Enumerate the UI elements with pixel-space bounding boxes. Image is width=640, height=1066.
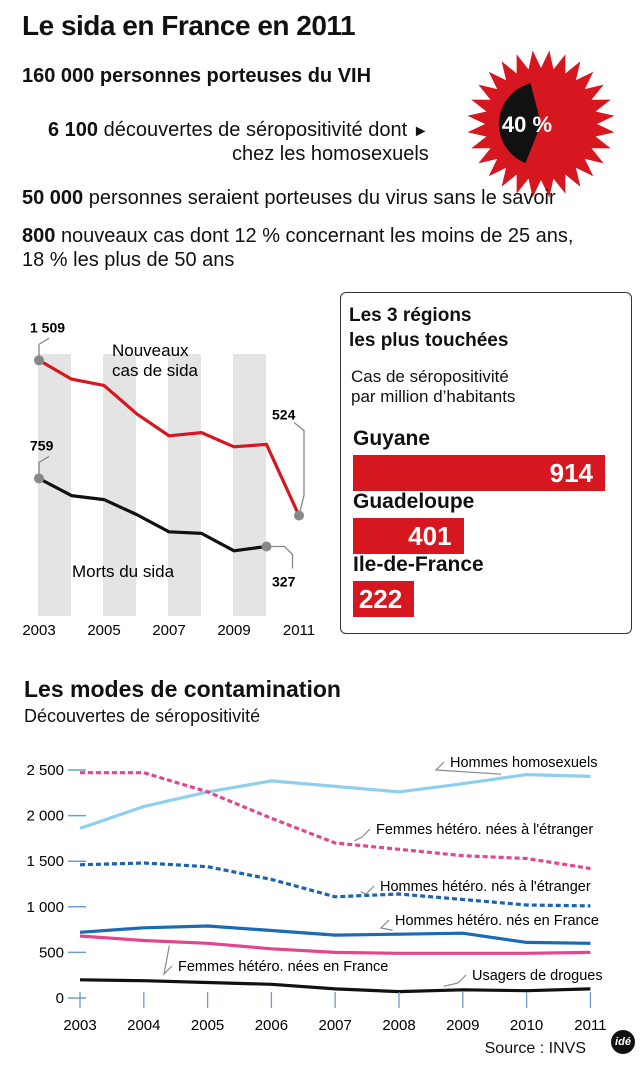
y-tick-label: 1 500 (26, 853, 64, 870)
label-callout (360, 885, 375, 895)
series-label: Hommes homosexuels (450, 755, 597, 771)
page-title: Le sida en France en 2011 (22, 10, 356, 41)
stat-porteuses-number: 160 000 (22, 65, 95, 87)
x-tick-label: 2005 (87, 622, 120, 639)
regions-subtitle-line1: Cas de séropositivité (351, 367, 509, 386)
regions-title-line2: les plus touchées (349, 330, 509, 351)
percent-badge-label: 40 % (502, 112, 552, 137)
callout-line (38, 455, 50, 479)
series-label: Femmes hétéro. nées en France (178, 959, 388, 975)
label-callout (434, 761, 502, 775)
series-line (79, 934, 591, 955)
regions-title-line1: Les 3 régions (349, 305, 472, 326)
modes-y-axis: 0 500 1 000 1 500 2 000 2 500 (26, 762, 86, 1007)
series-label: Usagers de drogues (472, 968, 603, 984)
y-tick-label: 0 (56, 990, 64, 1007)
stat-nouveaux-cas-number: 800 (22, 225, 56, 247)
stat-sans-le-savoir: 50 000 personnes seraient porteuses du v… (22, 186, 556, 210)
stat-porteuses-text: personnes porteuses du VIH (99, 65, 372, 87)
stat-decouvertes-text: découvertes de séropositivité dont (103, 119, 408, 141)
label-callout (354, 828, 371, 842)
series-start-label: 1 509 (30, 319, 65, 335)
series-label: Hommes hétéro. nés en France (395, 913, 599, 929)
series-name-line1: Nouveaux (112, 341, 189, 360)
percent-slice (498, 83, 541, 164)
year-band (168, 354, 201, 616)
y-tick-label: 2 000 (26, 808, 64, 825)
stat-porteuses: 160 000 personnes porteuses du VIH (22, 64, 371, 88)
stat-sans-le-savoir-number: 50 000 (22, 187, 84, 209)
x-tick-label: 2007 (152, 622, 185, 639)
source-note: Source : INVS (484, 1040, 586, 1057)
series-line (79, 772, 591, 830)
x-tick-label: 2005 (191, 1017, 224, 1034)
modes-line-chart: 0 500 1 000 1 500 2 000 2 500 Hommes homosexu… (26, 755, 607, 1034)
x-tick-label: 2006 (255, 1017, 288, 1034)
region-name: Guadeloupe (353, 490, 475, 513)
year-band (233, 354, 266, 616)
data-point (34, 473, 44, 484)
series-line (80, 771, 591, 871)
stat-nouveaux-cas-text: nouveaux cas dont 12 % concernant les mo… (60, 225, 574, 247)
x-tick-label: 2008 (382, 1017, 415, 1034)
series-end-label: 327 (272, 573, 296, 589)
x-tick-label: 2009 (217, 622, 250, 639)
x-tick-label: 2004 (127, 1017, 160, 1034)
stat-nouveaux-cas-line2: 18 % les plus de 50 ans (22, 249, 235, 271)
region-name: Ile-de-France (353, 553, 484, 576)
series-line (79, 861, 591, 908)
stat-decouvertes-line2: chez les homosexuels (232, 143, 429, 165)
data-point (34, 355, 44, 366)
callout-line (293, 421, 305, 516)
region-bar: 914 (353, 455, 605, 491)
callout-line (38, 337, 50, 361)
label-callout (163, 945, 173, 976)
region-name: Guyane (353, 427, 431, 450)
modes-x-ticks: 2003 2004 2005 2006 2007 2008 2009 2010 2011 (63, 992, 607, 1034)
regions-subtitle-line2: par million d’habitants (351, 387, 516, 406)
x-tick-label: 2003 (22, 622, 55, 639)
label-callout (379, 919, 393, 931)
sun-badge-icon: 40 % (467, 50, 615, 198)
sida-x-ticks: 2003 2005 2007 2009 2011 (22, 622, 315, 639)
series-start-label: 759 (30, 437, 54, 453)
y-tick-label: 2 500 (26, 762, 64, 779)
stat-sans-le-savoir-text: personnes seraient porteuses du virus sa… (88, 187, 556, 209)
callout-line (266, 545, 294, 569)
modes-series-labels: Hommes homosexuels Femmes hétéro. nées à … (163, 755, 603, 987)
modes-title: Les modes de contamination (24, 676, 341, 702)
series-line (38, 358, 301, 517)
stat-decouvertes-number: 6 100 (48, 119, 99, 141)
x-tick-label: 2007 (319, 1017, 352, 1034)
x-tick-label: 2003 (63, 1017, 96, 1034)
x-tick-label: 2011 (283, 622, 315, 639)
series-label: Femmes hétéro. nées à l'étranger (376, 822, 593, 838)
series-name-line1: Morts du sida (72, 562, 175, 581)
series-name-line2: cas de sida (112, 361, 199, 380)
arrow-right-icon: ► (412, 123, 429, 140)
series-line (79, 978, 591, 994)
label-callout (443, 974, 467, 987)
sida-series-lines (38, 358, 301, 553)
series-line (38, 477, 267, 553)
region-bar: 222 (353, 581, 415, 617)
modes-subtitle: Découvertes de séropositivité (24, 706, 261, 726)
year-bands (38, 354, 266, 616)
series-label: Hommes hétéro. nés à l'étranger (380, 879, 591, 895)
y-tick-label: 1 000 (26, 899, 64, 916)
region-bar: 401 (353, 518, 464, 554)
modes-series-lines (79, 771, 591, 994)
stat-nouveaux-cas: 800 nouveaux cas dont 12 % concernant le… (22, 224, 574, 248)
y-tick-label: 500 (39, 944, 64, 961)
x-tick-label: 2010 (510, 1017, 543, 1034)
x-tick-label: 2011 (574, 1017, 606, 1034)
x-tick-label: 2009 (446, 1017, 479, 1034)
series-line (79, 924, 591, 945)
ide-logo: idé (611, 1030, 635, 1054)
regions-panel: Les 3 régions les plus touchées Cas de s… (340, 292, 632, 634)
series-end-label: 524 (272, 406, 296, 422)
stat-decouvertes: 6 100 découvertes de séropositivité dont… (48, 118, 429, 144)
